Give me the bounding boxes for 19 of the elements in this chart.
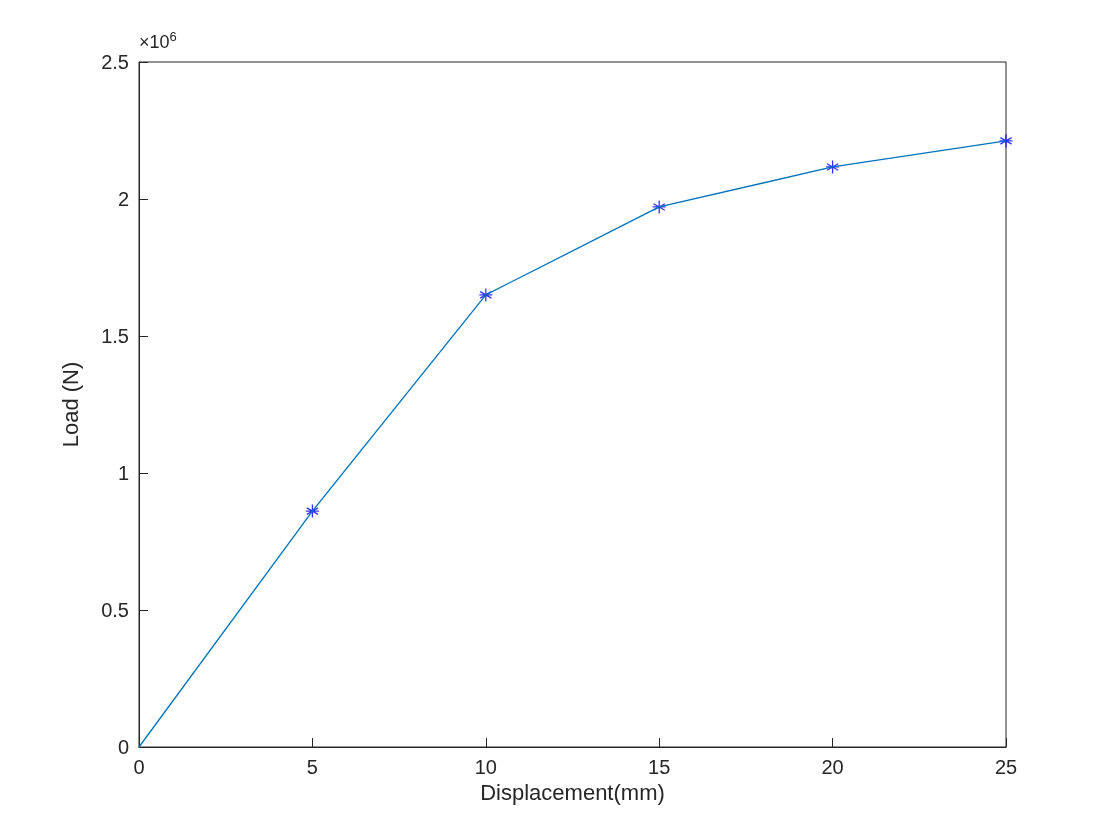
point <box>305 503 320 519</box>
y-axis-title: Load (N) <box>57 361 83 448</box>
x-tick-label: 15 <box>648 756 671 778</box>
x-tick-label: 20 <box>821 756 844 778</box>
x-axis-title: Displacement(mm) <box>480 780 665 806</box>
y-tick-label: 0 <box>117 736 129 758</box>
point <box>998 133 1014 149</box>
y-tick-label: 1.5 <box>101 325 129 347</box>
x-tick-label: 10 <box>474 756 497 778</box>
point <box>652 199 667 215</box>
point <box>825 159 840 175</box>
y-tick-label: 2.5 <box>101 51 129 73</box>
x-tick-label: 5 <box>306 756 318 778</box>
y-tick-label: 1 <box>117 462 129 484</box>
x-tick-label: 0 <box>133 756 145 778</box>
x-tick-label: 25 <box>994 756 1018 778</box>
y-tick-label: 0.5 <box>101 599 129 621</box>
y-tick-label: 2 <box>117 188 129 210</box>
point <box>478 287 493 303</box>
